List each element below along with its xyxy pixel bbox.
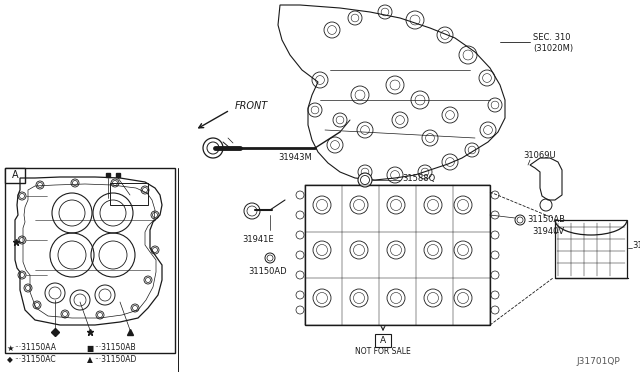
Text: ◆: ◆ <box>7 356 13 365</box>
Text: J31701QP: J31701QP <box>576 357 620 366</box>
Text: ···31150AC: ···31150AC <box>14 356 56 365</box>
Text: 31150AD: 31150AD <box>249 267 287 276</box>
Bar <box>305 185 490 325</box>
Text: ★: ★ <box>6 343 13 353</box>
Text: ···31150AD: ···31150AD <box>94 356 136 365</box>
Text: NOT FOR SALE: NOT FOR SALE <box>355 347 411 356</box>
Text: ■: ■ <box>86 343 93 353</box>
Text: ▲: ▲ <box>87 356 93 365</box>
Text: 31069U: 31069U <box>524 151 556 160</box>
Text: 31941E: 31941E <box>242 235 274 244</box>
Text: ···31150AB: ···31150AB <box>94 343 136 353</box>
Circle shape <box>515 215 525 225</box>
Text: 31728: 31728 <box>632 241 640 250</box>
Bar <box>555 220 627 278</box>
Text: A: A <box>12 170 19 180</box>
Circle shape <box>244 203 260 219</box>
Text: 31943M: 31943M <box>278 154 312 163</box>
Bar <box>375 334 391 347</box>
Circle shape <box>203 138 223 158</box>
Text: ···31150AA: ···31150AA <box>14 343 56 353</box>
Bar <box>5 168 175 353</box>
Text: SEC. 310: SEC. 310 <box>533 33 570 42</box>
Bar <box>110 183 148 205</box>
Text: FRONT: FRONT <box>235 101 268 111</box>
Text: A: A <box>380 336 386 345</box>
Text: (31020M): (31020M) <box>533 45 573 54</box>
Circle shape <box>358 173 372 187</box>
Text: 31150AB: 31150AB <box>527 215 565 224</box>
Circle shape <box>265 253 275 263</box>
Text: 31940V: 31940V <box>532 228 564 237</box>
Text: 31588Q: 31588Q <box>402 173 435 183</box>
Bar <box>5 168 25 183</box>
